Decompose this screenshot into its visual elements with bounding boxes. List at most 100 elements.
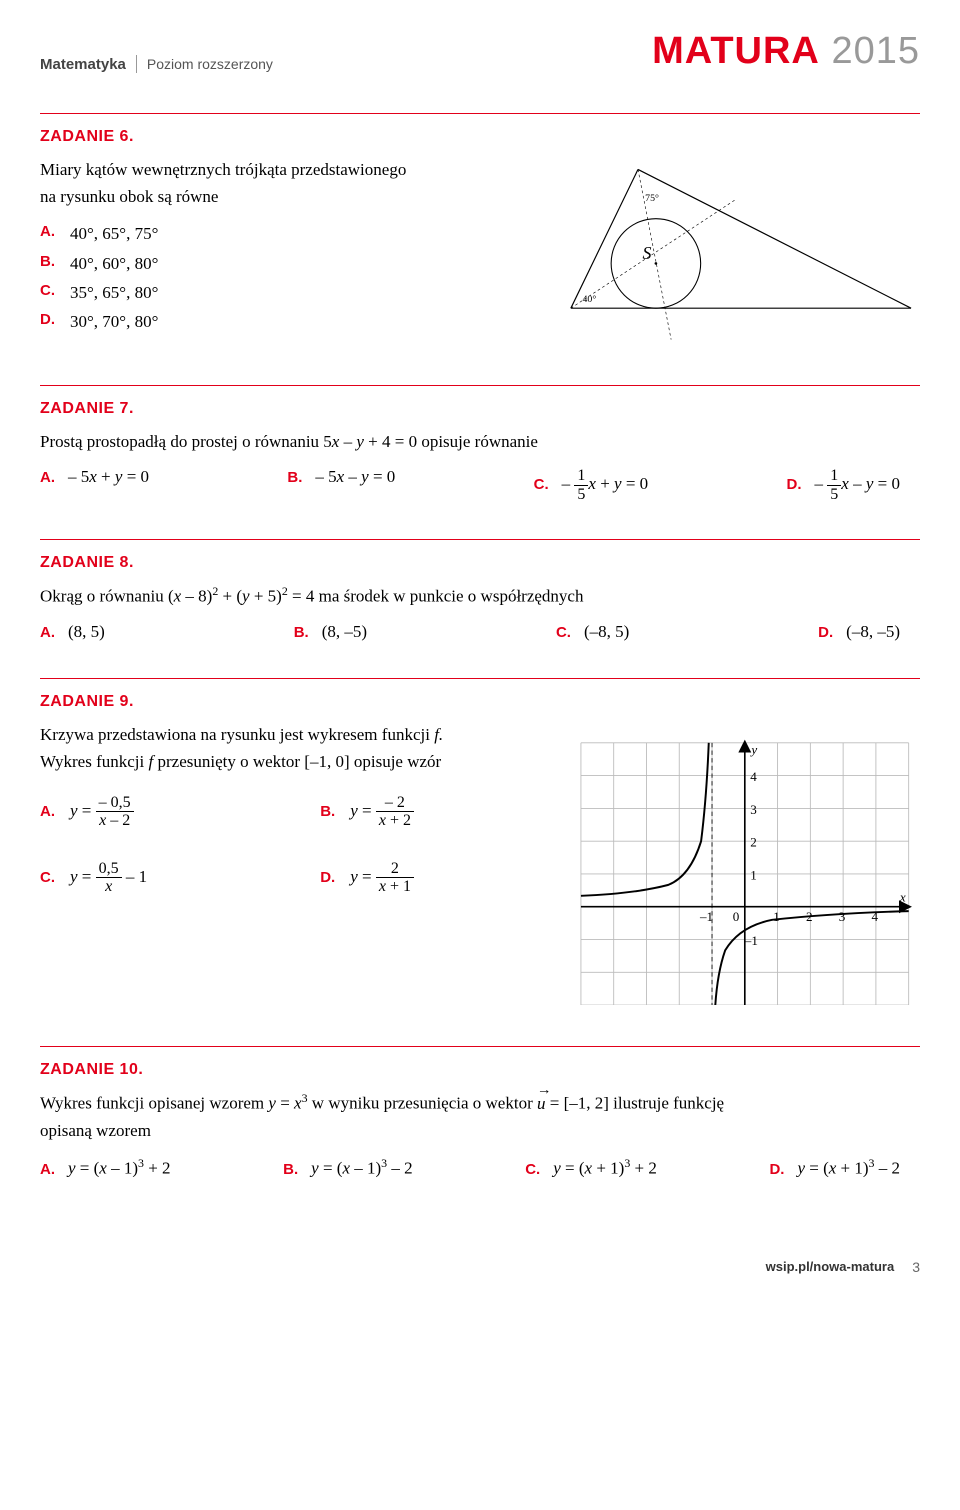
page-footer: wsip.pl/nowa-matura 3: [40, 1259, 920, 1275]
task-8-a-text: (8, 5): [68, 622, 105, 642]
task-8-b-text: (8, –5): [322, 622, 367, 642]
task-7-option-a: A. – 5x + y = 0: [40, 467, 149, 503]
task-7-body: Prostą prostopadłą do prostej o równaniu…: [40, 428, 920, 455]
hyperbola-graph-svg: y x 43 21 0 –1 12 34 –1: [570, 721, 920, 1005]
section-divider: [40, 113, 920, 114]
task-9-body: Krzywa przedstawiona na rysunku jest wyk…: [40, 721, 550, 896]
task-6-b-text: 40°, 60°, 80°: [70, 250, 158, 277]
svg-text:0: 0: [733, 909, 740, 924]
section-divider: [40, 385, 920, 386]
svg-text:–1: –1: [744, 933, 758, 948]
task-9-p1b: f.: [434, 725, 443, 744]
option-label-c: C.: [40, 866, 62, 890]
task-9-figure: y x 43 21 0 –1 12 34 –1: [570, 721, 920, 1010]
task-10-body: Wykres funkcji opisanej wzorem y = x3 w …: [40, 1089, 920, 1144]
task-9-option-c: C. y = 0,5x – 1: [40, 860, 270, 896]
svg-text:y: y: [750, 742, 758, 757]
task-8-d-text: (–8, –5): [846, 622, 900, 642]
vertical-divider: [136, 55, 137, 73]
triangle-incircle-svg: S 40° 75°: [544, 156, 920, 344]
task-10-pd: opisaną wzorem: [40, 1121, 151, 1140]
option-label-a: A.: [40, 624, 62, 641]
task-7-option-b: B. – 5x – y = 0: [287, 467, 395, 503]
task-9-b-text: y = – 2x + 2: [350, 794, 414, 830]
level-label: Poziom rozszerzony: [147, 56, 273, 72]
option-label-c: C.: [534, 476, 556, 493]
task-8-c-text: (–8, 5): [584, 622, 629, 642]
task-10-d-text: y = (x + 1)3 – 2: [797, 1156, 900, 1179]
svg-text:2: 2: [806, 909, 813, 924]
task-8-option-d: D. (–8, –5): [818, 622, 900, 642]
task-10: ZADANIE 10. Wykres funkcji opisanej wzor…: [40, 1061, 920, 1179]
task-6-prompt-2: na rysunku obok są równe: [40, 183, 524, 210]
task-9-p2c: przesunięty o wektor [–1, 0] opisuje wzó…: [153, 752, 441, 771]
task-10-option-a: A. y = (x – 1)3 + 2: [40, 1156, 171, 1179]
task-10-option-b: B. y = (x – 1)3 – 2: [283, 1156, 412, 1179]
task-10-title: ZADANIE 10.: [40, 1061, 920, 1079]
task-9-option-b: B. y = – 2x + 2: [320, 794, 550, 830]
option-label-a: A.: [40, 800, 62, 824]
task-9: ZADANIE 9. Krzywa przedstawiona na rysun…: [40, 693, 920, 1010]
task-10-a-text: y = (x – 1)3 + 2: [68, 1156, 171, 1179]
svg-text:3: 3: [839, 909, 846, 924]
header-left: Matematyka Poziom rozszerzony: [40, 55, 273, 73]
svg-text:4: 4: [872, 909, 879, 924]
footer-page: 3: [912, 1259, 920, 1275]
option-label-b: B.: [320, 800, 342, 824]
task-7-c-text: – 15x + y = 0: [562, 467, 649, 503]
task-7-a-text: – 5x + y = 0: [68, 467, 149, 487]
year-label: 2015: [831, 30, 920, 72]
task-6-title: ZADANIE 6.: [40, 128, 920, 146]
header-right: MATURA 2015: [652, 30, 920, 73]
task-10-b-text: y = (x – 1)3 – 2: [311, 1156, 412, 1179]
task-6-prompt-1: Miary kątów wewnętrznych trójkąta przeds…: [40, 156, 524, 183]
task-7-b-text: – 5x – y = 0: [315, 467, 395, 487]
task-10-options: A. y = (x – 1)3 + 2 B. y = (x – 1)3 – 2 …: [40, 1156, 920, 1179]
option-label-a: A.: [40, 220, 62, 247]
task-8: ZADANIE 8. Okrąg o równaniu (x – 8)2 + (…: [40, 554, 920, 642]
subject-label: Matematyka: [40, 56, 126, 73]
section-divider: [40, 678, 920, 679]
task-8-title: ZADANIE 8.: [40, 554, 920, 572]
task-6-figure: S 40° 75°: [544, 156, 920, 349]
svg-text:3: 3: [751, 802, 758, 817]
option-label-c: C.: [556, 624, 578, 641]
task-10-c-text: y = (x + 1)3 + 2: [553, 1156, 657, 1179]
section-divider: [40, 1046, 920, 1047]
task-9-p1: Krzywa przedstawiona na rysunku jest wyk…: [40, 725, 434, 744]
task-6-d-text: 30°, 70°, 80°: [70, 308, 158, 335]
center-label: S: [642, 243, 651, 263]
task-10-option-c: C. y = (x + 1)3 + 2: [525, 1156, 657, 1179]
svg-text:–1: –1: [699, 909, 713, 924]
footer-url: wsip.pl/nowa-matura: [766, 1259, 895, 1274]
task-9-option-a: A. y = – 0,5x – 2: [40, 794, 270, 830]
task-9-options: A. y = – 0,5x – 2 B. y = – 2x + 2 C. y =…: [40, 794, 550, 896]
task-9-option-d: D. y = 2x + 1: [320, 860, 550, 896]
task-10-option-d: D. y = (x + 1)3 – 2: [769, 1156, 900, 1179]
task-10-pc: = [–1, 2] ilustruje funkcję: [545, 1094, 724, 1113]
option-label-b: B.: [283, 1161, 305, 1178]
option-label-d: D.: [769, 1161, 791, 1178]
option-label-b: B.: [40, 250, 62, 277]
task-6-option-b: B. 40°, 60°, 80°: [40, 250, 524, 277]
task-10-pa: Wykres funkcji opisanej wzorem: [40, 1094, 268, 1113]
task-7: ZADANIE 7. Prostą prostopadłą do prostej…: [40, 400, 920, 503]
task-10-pb: w wyniku przesunięcia o wektor: [308, 1094, 537, 1113]
angle-40-label: 40°: [582, 294, 596, 305]
option-label-d: D.: [320, 866, 342, 890]
task-8-option-c: C. (–8, 5): [556, 622, 629, 642]
section-divider: [40, 539, 920, 540]
task-9-d-text: y = 2x + 1: [350, 860, 414, 896]
task-8-options: A. (8, 5) B. (8, –5) C. (–8, 5) D. (–8, …: [40, 622, 920, 642]
angle-75-label: 75°: [645, 193, 659, 204]
svg-text:x: x: [899, 889, 906, 904]
task-9-c-text: y = 0,5x – 1: [70, 860, 147, 896]
option-label-d: D.: [818, 624, 840, 641]
svg-text:1: 1: [751, 868, 758, 883]
task-6-body: Miary kątów wewnętrznych trójkąta przeds…: [40, 156, 524, 349]
option-label-c: C.: [40, 279, 62, 306]
task-8-option-a: A. (8, 5): [40, 622, 105, 642]
task-8-option-b: B. (8, –5): [294, 622, 367, 642]
task-6-option-c: C. 35°, 65°, 80°: [40, 279, 524, 306]
page-header: Matematyka Poziom rozszerzony MATURA 201…: [40, 30, 920, 73]
